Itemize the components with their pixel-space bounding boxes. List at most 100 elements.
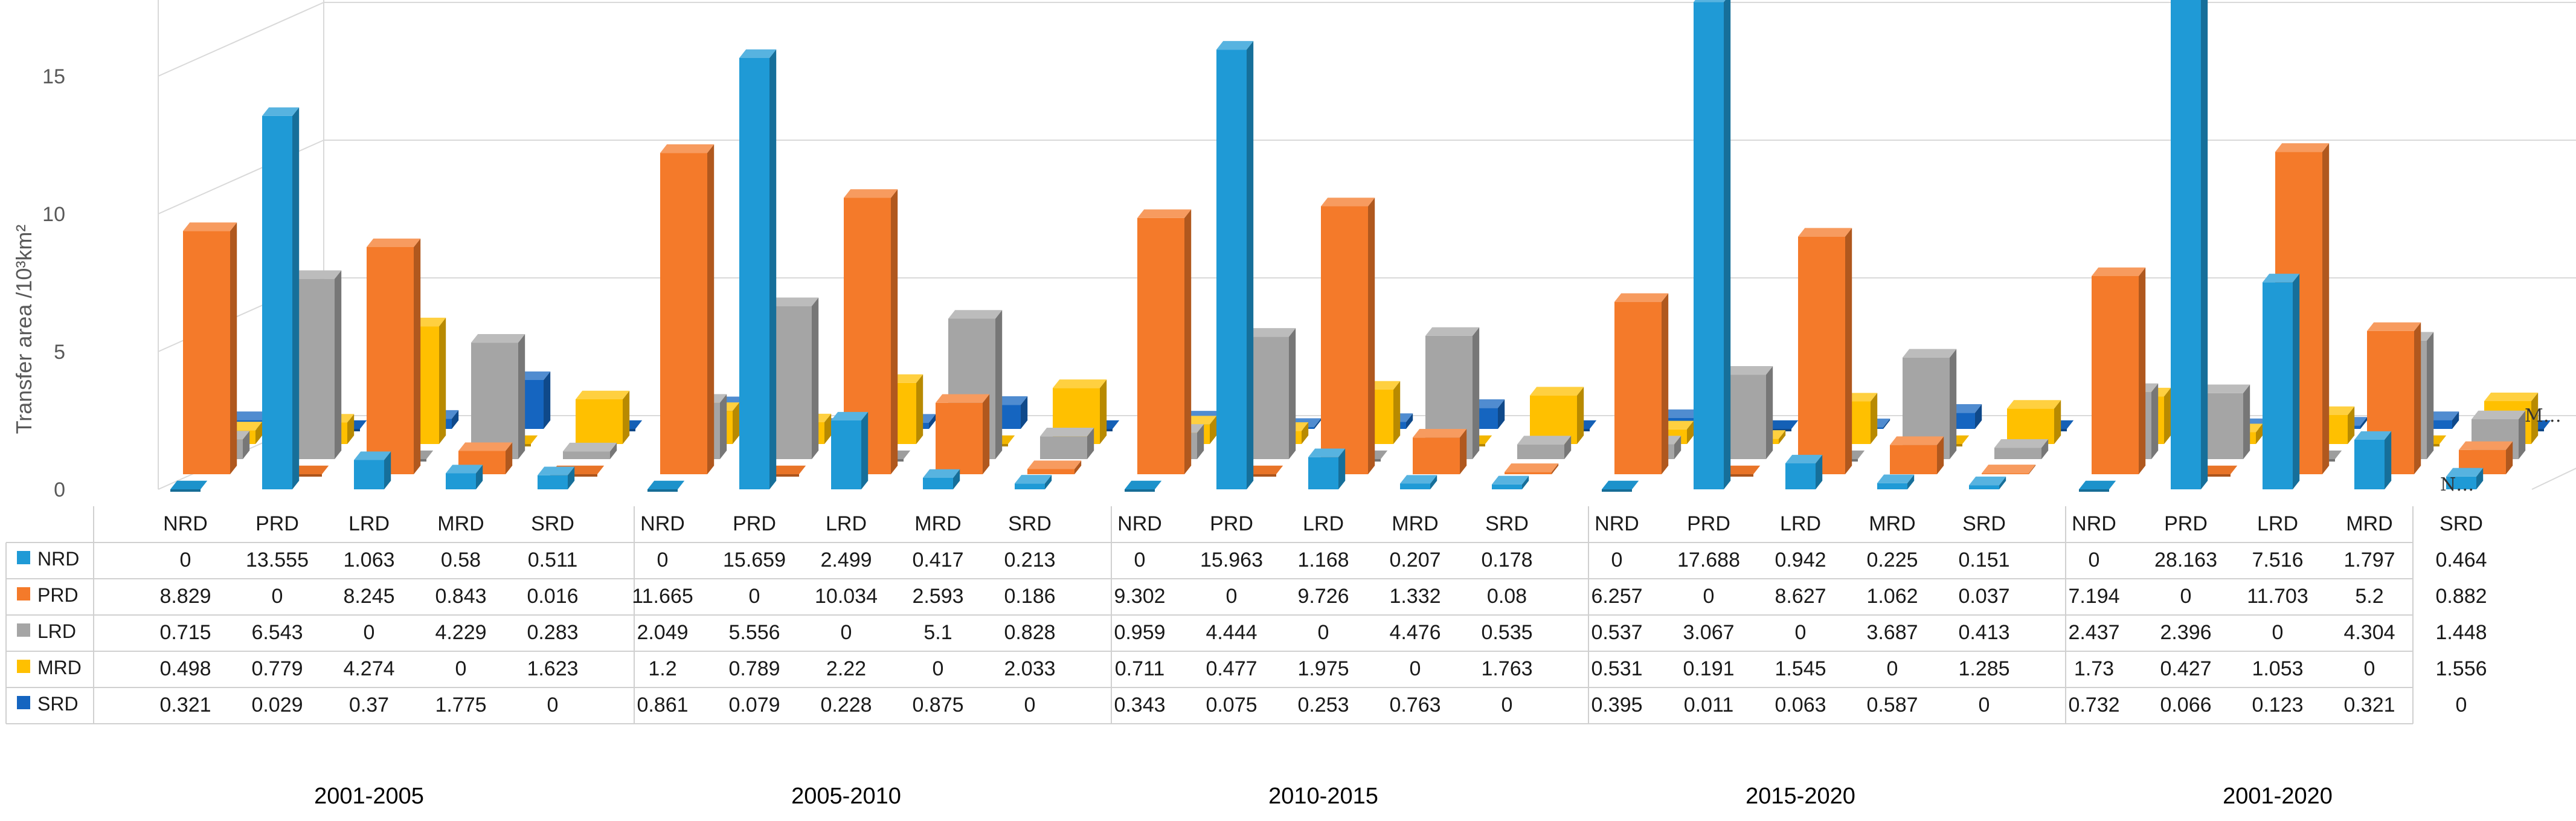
table-cell: 1.062 bbox=[1866, 585, 1918, 608]
bar-prd-2001-2020-srd bbox=[2459, 441, 2513, 474]
table-cell: 7.194 bbox=[2068, 585, 2119, 608]
table-cell: 0.011 bbox=[1684, 694, 1734, 716]
bar-nrd-2010-2015-mrd bbox=[1400, 475, 1437, 489]
table-header-cell: PRD bbox=[733, 512, 776, 535]
bar-nrd-2001-2020-mrd bbox=[2354, 431, 2392, 489]
table-cell: 2.593 bbox=[912, 585, 963, 608]
bar-lrd-2001-2005-mrd bbox=[471, 333, 525, 459]
bar-nrd-2015-2020-nrd bbox=[1602, 480, 1639, 492]
legend-key-nrd bbox=[17, 551, 30, 564]
table-cell: 0.343 bbox=[1114, 694, 1165, 716]
table-cell: 0.511 bbox=[528, 549, 578, 571]
table-cell: 0.186 bbox=[1004, 585, 1055, 608]
table-cell: 0.861 bbox=[637, 694, 688, 716]
table-cell: 11.665 bbox=[632, 585, 693, 608]
bar-nrd-2010-2015-prd bbox=[1216, 40, 1254, 489]
table-cell: 0.079 bbox=[728, 694, 780, 716]
bar-prd-2015-2020-mrd bbox=[1890, 436, 1944, 474]
table-cell: 0.535 bbox=[1481, 621, 1532, 644]
table-cell: 0.828 bbox=[1004, 621, 1055, 644]
table-cell: 10.034 bbox=[815, 585, 878, 608]
bar-lrd-2010-2015-prd bbox=[1242, 328, 1296, 459]
table-header-cell: PRD bbox=[255, 512, 299, 535]
table-cell: 1.797 bbox=[2343, 549, 2395, 571]
bar-nrd-2015-2020-srd bbox=[1969, 476, 2006, 489]
bar-prd-2005-2010-mrd bbox=[936, 394, 990, 474]
table-cell: 0.151 bbox=[1958, 549, 2009, 571]
bar-nrd-2015-2020-mrd bbox=[1877, 474, 1915, 489]
table-cell: 0 bbox=[749, 585, 760, 608]
table-header-cell: MRD bbox=[1392, 512, 1438, 535]
table-cell: 0.321 bbox=[159, 694, 211, 716]
y-tick-label: 10 bbox=[42, 203, 65, 226]
period-label: 2001-2020 bbox=[2223, 784, 2333, 809]
bar-nrd-2005-2010-mrd bbox=[923, 469, 960, 489]
table-cell: 0 bbox=[841, 621, 852, 644]
bar-mrd-2015-2020-srd bbox=[2007, 400, 2061, 444]
bar-nrd-2001-2020-nrd bbox=[2079, 480, 2116, 492]
table-cell: 0 bbox=[1134, 549, 1146, 571]
table-header-cell: SRD bbox=[1485, 512, 1529, 535]
table-cell: 5.2 bbox=[2355, 585, 2383, 608]
period-label: 2005-2010 bbox=[791, 784, 901, 809]
table-cell: 0.417 bbox=[912, 549, 963, 571]
table-cell: 0 bbox=[2456, 694, 2467, 716]
legend-label: PRD bbox=[37, 584, 79, 606]
bar-nrd-2005-2010-lrd bbox=[831, 411, 869, 489]
table-cell: 0.464 bbox=[2435, 549, 2487, 571]
table-cell: 5.556 bbox=[728, 621, 780, 644]
bar-mrd-2010-2015-srd bbox=[1530, 387, 1584, 444]
table-cell: 0 bbox=[272, 585, 283, 608]
table-cell: 0 bbox=[1502, 694, 1513, 716]
table-header-cell: MRD bbox=[437, 512, 484, 535]
table-cell: 0.08 bbox=[1487, 585, 1527, 608]
floor-edge bbox=[2531, 468, 2576, 490]
table-cell: 1.623 bbox=[527, 657, 578, 680]
y-tick-label: 0 bbox=[54, 478, 65, 501]
y-tick-label: 15 bbox=[42, 65, 65, 88]
bar-prd-2015-2020-lrd bbox=[1798, 228, 1852, 474]
bar-prd-2001-2005-nrd bbox=[183, 222, 237, 474]
table-header-cell: PRD bbox=[2164, 512, 2208, 535]
bar-nrd-2001-2020-lrd bbox=[2263, 274, 2300, 489]
bar-lrd-2010-2015-mrd bbox=[1425, 327, 1480, 459]
table-cell: 0.207 bbox=[1389, 549, 1441, 571]
side-wall-gridline bbox=[158, 2, 324, 77]
bar-mrd-2001-2005-srd bbox=[576, 390, 630, 444]
bar-lrd-2015-2020-mrd bbox=[1903, 349, 1957, 459]
table-header-cell: LRD bbox=[1780, 512, 1821, 535]
bar-prd-2015-2020-srd bbox=[1982, 465, 2036, 474]
bar-prd-2010-2015-mrd bbox=[1413, 429, 1467, 474]
legend-key-srd bbox=[17, 696, 30, 709]
table-header-cell: PRD bbox=[1210, 512, 1253, 535]
bar-prd-2010-2015-nrd bbox=[1137, 209, 1192, 474]
table-cell: 0 bbox=[1703, 585, 1715, 608]
bar-nrd-2010-2015-srd bbox=[1492, 475, 1529, 489]
table-cell: 1.168 bbox=[1297, 549, 1349, 571]
table-cell: 0 bbox=[1024, 694, 1036, 716]
legend-key-prd bbox=[17, 587, 30, 600]
table-cell: 3.067 bbox=[1683, 621, 1734, 644]
table-cell: 0.37 bbox=[349, 694, 389, 716]
table-header-cell: MRD bbox=[914, 512, 961, 535]
table-cell: 15.659 bbox=[723, 549, 786, 571]
table-header-cell: SRD bbox=[1008, 512, 1052, 535]
bar-nrd-2001-2005-prd bbox=[262, 107, 300, 490]
table-cell: 0.58 bbox=[441, 549, 481, 571]
legend-label: MRD bbox=[37, 657, 82, 678]
table-cell: 0 bbox=[1979, 694, 1990, 716]
table-header-cell: MRD bbox=[1869, 512, 1915, 535]
table-cell: 0.477 bbox=[1206, 657, 1257, 680]
table-cell: 0.253 bbox=[1297, 694, 1349, 716]
table-cell: 11.703 bbox=[2247, 585, 2308, 608]
table-cell: 2.22 bbox=[826, 657, 866, 680]
bar-lrd-2001-2020-prd bbox=[2196, 384, 2250, 459]
table-cell: 0.875 bbox=[912, 694, 963, 716]
table-cell: 28.163 bbox=[2154, 549, 2217, 571]
bar-nrd-2001-2005-nrd bbox=[170, 480, 208, 492]
table-cell: 4.274 bbox=[343, 657, 394, 680]
bar-nrd-2015-2020-lrd bbox=[1785, 454, 1823, 489]
table-cell: 1.763 bbox=[1481, 657, 1532, 680]
bar-prd-2005-2010-nrd bbox=[660, 144, 715, 475]
